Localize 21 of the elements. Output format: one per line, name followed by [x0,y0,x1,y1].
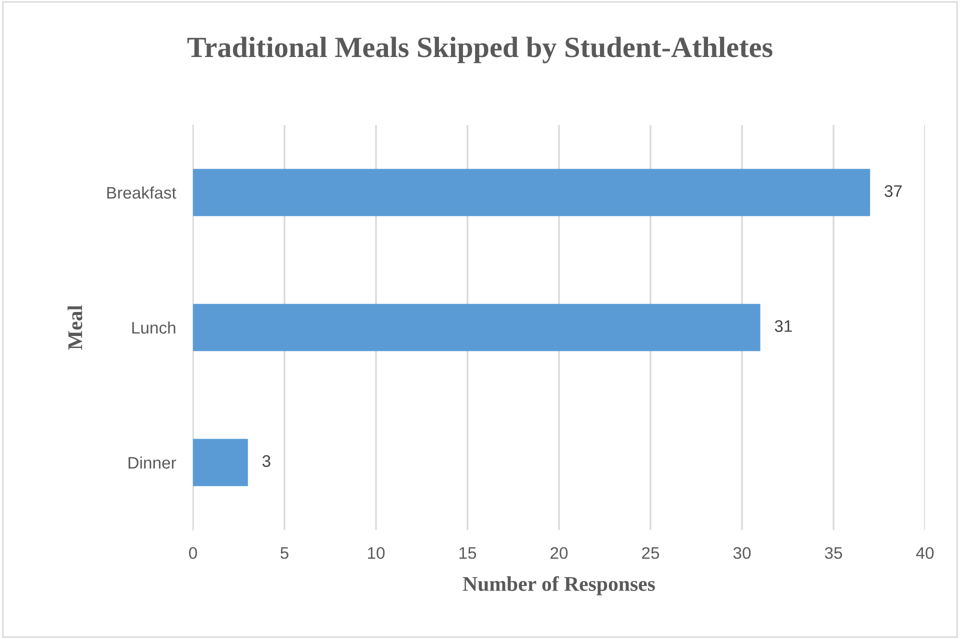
x-tick-label: 15 [460,547,476,559]
x-tick-label: 30 [733,547,751,559]
data-label: 31 [774,320,792,332]
x-tick-label: 35 [824,547,842,559]
x-tick-label: 10 [368,547,385,559]
y-axis-title: Meal [68,305,82,350]
y-tick-label: Lunch [132,321,176,334]
x-tick-label: 25 [642,547,660,559]
bar [193,438,248,486]
chart-title: Traditional Meals Skipped by Student-Athletes [187,36,772,64]
y-tick-label: Dinner [128,456,176,469]
data-label: 37 [884,185,902,197]
y-tick-label: Breakfast [107,186,176,199]
x-tick-label: 40 [916,547,934,559]
data-label: 3 [262,455,270,467]
x-axis-title: Number of Responses [462,576,655,596]
bar [193,168,870,216]
bar [193,304,760,352]
x-tick-label: 0 [189,547,197,559]
x-tick-label: 20 [550,547,568,559]
x-tick-label: 5 [280,547,288,559]
